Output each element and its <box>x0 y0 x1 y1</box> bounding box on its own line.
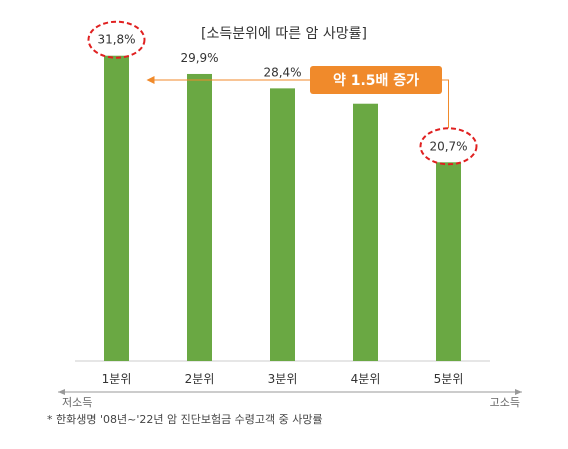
value-label-1: 31,8% <box>97 33 135 47</box>
highlight-circles-group <box>87 20 478 166</box>
value-label-3: 28,4% <box>263 65 301 79</box>
chart-title: [소득분위에 따른 암 사망률] <box>201 26 367 42</box>
footnote: * 한화생명 '08년~'22년 암 진단보험금 수령고객 중 사망률 <box>47 413 323 426</box>
value-label-5: 20,7% <box>429 139 467 153</box>
bar-5 <box>436 162 461 361</box>
low-income-label: 저소득 <box>62 396 92 409</box>
bar-2 <box>187 73 212 362</box>
bar-3 <box>270 88 295 362</box>
bars-group <box>104 55 461 362</box>
bar-4 <box>353 103 378 361</box>
category-label-5: 5분위 <box>434 372 464 386</box>
value-label-2: 29,9% <box>180 51 218 65</box>
category-label-4: 4분위 <box>351 372 381 386</box>
category-label-1: 1분위 <box>102 372 132 386</box>
highlight-circle-5 <box>419 127 478 166</box>
increase-arrow <box>146 76 449 129</box>
increase-callout-box <box>310 66 442 94</box>
category-label-3: 3분위 <box>268 372 298 386</box>
increase-callout-text: 약 1.5배 증가 <box>333 72 419 89</box>
highlight-circle-1 <box>87 20 146 59</box>
category-labels-group: 1분위 2분위 3분위 4분위 5분위 <box>102 372 464 386</box>
bar-1 <box>104 55 129 361</box>
high-income-label: 고소득 <box>490 396 520 409</box>
category-label-2: 2분위 <box>185 372 215 386</box>
